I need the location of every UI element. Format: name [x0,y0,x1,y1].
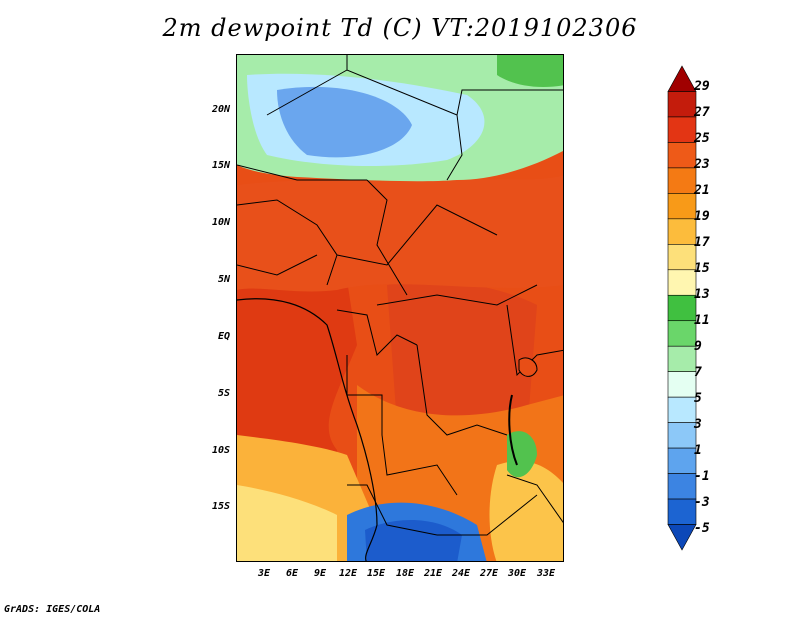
colorbar-swatch [667,473,697,500]
lon-label: 6E [285,568,299,579]
lon-label: 12E [338,568,358,579]
lon-label: 15E [366,568,386,579]
lake-tanganyika [508,394,518,466]
field-sahel [237,175,563,292]
lon-label: 21E [423,568,443,579]
colorbar-swatch [667,65,697,92]
lat-label: 15S [211,501,230,512]
credit-text: GrADS: IGES/COLA [4,604,101,615]
colorbar-label: 5 [694,391,702,406]
colorbar [667,65,697,551]
lon-label: 30E [507,568,527,579]
colorbar-swatch [667,269,697,296]
lon-label: 33E [536,568,556,579]
field-sahara-dry [277,86,412,158]
colorbar-swatch [667,91,697,118]
field-humid-central [387,281,537,446]
lat-label: 5N [217,274,230,285]
colorbar-label: 11 [694,313,710,328]
lon-label: 9E [313,568,327,579]
colorbar-swatch [667,218,697,245]
lat-label: 10N [211,217,230,228]
colorbar-swatch [667,524,697,551]
lat-label: 20N [211,104,230,115]
colorbar-label: 19 [694,209,710,224]
colorbar-label: -3 [694,495,710,510]
lat-label: 15N [211,160,230,171]
dewpoint-field [237,55,563,561]
field-kalahari-core [365,519,462,561]
colorbar-swatch [667,371,697,398]
map-title: 2m dewpoint Td (C) VT:2019102306 [162,14,638,42]
colorbar-swatch [667,294,697,322]
country-borders [237,55,563,536]
coastline [237,298,378,561]
colorbar-swatch [667,244,697,271]
colorbar-label: 17 [694,235,710,250]
field-northeast-green [497,55,563,87]
lon-label: 18E [395,568,415,579]
colorbar-swatch [667,116,697,143]
colorbar-label: 1 [694,443,702,458]
colorbar-swatch [667,396,697,423]
field-eastern-green [507,431,537,478]
colorbar-label: 7 [694,365,702,380]
colorbar-label: -1 [694,469,710,484]
colorbar-label: 13 [694,287,710,302]
colorbar-label: 21 [694,183,710,198]
colorbar-swatch [667,498,697,525]
colorbar-swatch [667,320,697,347]
colorbar-label: 23 [694,157,710,172]
colorbar-swatch [667,422,697,449]
colorbar-label: -5 [694,521,710,536]
field-southeast-highlands [489,461,563,561]
lon-label: 24E [451,568,471,579]
colorbar-swatch [667,447,697,474]
lon-label: 27E [479,568,499,579]
colorbar-swatch [667,193,697,220]
lake-victoria [518,357,538,377]
field-southwest-pale [237,485,337,561]
lat-label: EQ [217,331,230,342]
colorbar-label: 3 [694,417,702,432]
map-panel [236,54,564,562]
lat-label: 10S [211,445,230,456]
colorbar-label: 15 [694,261,710,276]
lon-label: 3E [257,568,271,579]
colorbar-swatch [667,142,697,169]
colorbar-label: 27 [694,105,710,120]
colorbar-swatch [667,167,697,194]
lat-label: 5S [217,388,230,399]
colorbar-label: 29 [694,79,710,94]
colorbar-label: 9 [694,339,702,354]
colorbar-label: 25 [694,131,710,146]
colorbar-swatch [667,345,697,372]
